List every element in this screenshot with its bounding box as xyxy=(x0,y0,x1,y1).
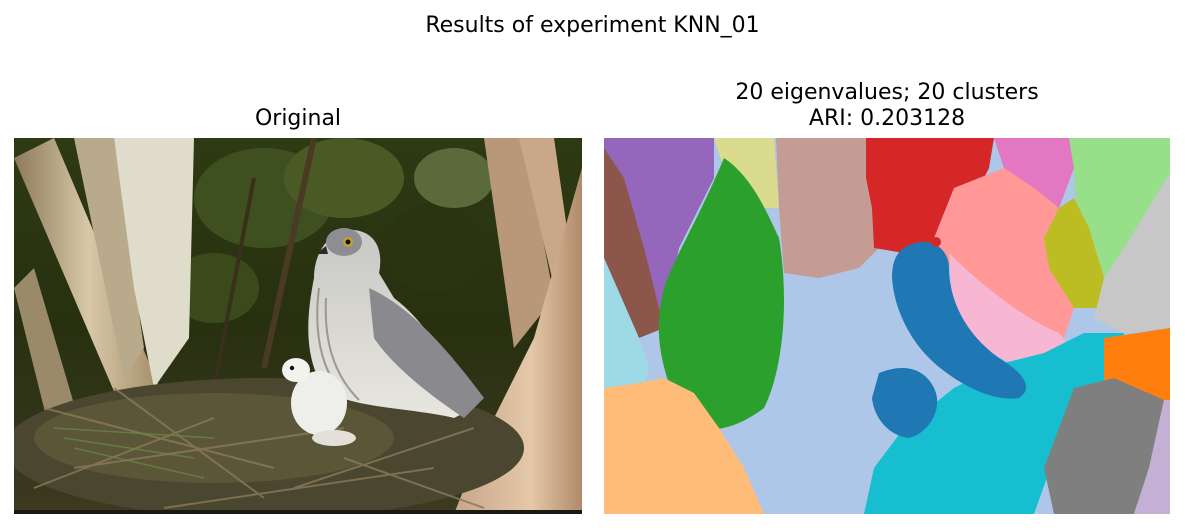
cluster-lightorange xyxy=(604,378,764,514)
cluster-khaki xyxy=(714,138,779,208)
segmentation-title-line2: ARI: 0.203128 xyxy=(808,106,966,131)
cluster-gray xyxy=(1044,378,1164,514)
cluster-lightcyan xyxy=(604,258,649,398)
cluster-cyan xyxy=(864,333,1124,514)
cluster-lightpink xyxy=(949,253,1066,368)
cluster-brown xyxy=(604,148,664,338)
original-panel-title: Original xyxy=(254,106,342,131)
cluster-blue xyxy=(892,241,1027,399)
cluster-olive xyxy=(1044,198,1104,308)
cluster-salmon xyxy=(934,168,1074,338)
hawk-nest-photo xyxy=(14,138,582,514)
cluster-red-eye xyxy=(931,237,941,247)
cluster-lavender xyxy=(1134,400,1170,514)
segmentation-panel-title: 20 eigenvalues; 20 clusters ARI: 0.20312… xyxy=(604,80,1170,132)
cluster-red xyxy=(866,138,994,253)
cluster-blue-chick xyxy=(872,368,938,438)
cluster-tan xyxy=(776,138,884,278)
cluster-map xyxy=(604,138,1170,514)
original-image xyxy=(14,138,582,514)
cluster-pink xyxy=(994,138,1074,208)
cluster-purple xyxy=(604,138,714,328)
cluster-lightgreen xyxy=(1069,138,1170,278)
cluster-green xyxy=(658,158,784,430)
segmentation-image xyxy=(604,138,1170,514)
segmentation-title-line1: 20 eigenvalues; 20 clusters xyxy=(735,80,1039,105)
cluster-lightgray xyxy=(1094,173,1170,333)
figure-suptitle: Results of experiment KNN_01 xyxy=(425,13,760,38)
